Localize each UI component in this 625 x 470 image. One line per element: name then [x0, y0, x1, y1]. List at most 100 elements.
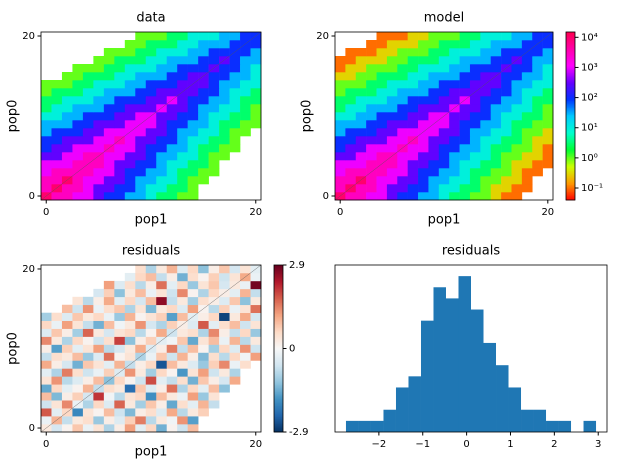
- heatmap-cell: [438, 144, 450, 153]
- colorbar-segment: [566, 188, 575, 191]
- heatmap-cell: [490, 40, 502, 49]
- heatmap-cell: [156, 416, 168, 425]
- heatmap-cell: [542, 80, 554, 89]
- heatmap-cell: [135, 184, 147, 193]
- heatmap-cell: [135, 272, 147, 282]
- colorbar-segment: [566, 83, 575, 86]
- heatmap-cell: [51, 152, 63, 161]
- heatmap-cell: [61, 304, 73, 314]
- heatmap-cell: [41, 328, 52, 337]
- heatmap-cell: [469, 104, 481, 113]
- heatmap-cell: [187, 368, 199, 377]
- heatmap-cell: [511, 136, 523, 145]
- heatmap-cell: [345, 192, 357, 201]
- heatmap-cell: [449, 144, 460, 153]
- heatmap-cell: [177, 272, 188, 282]
- colorbar-segment: [274, 337, 283, 340]
- heatmap-cell: [521, 152, 533, 161]
- heatmap-cell: [114, 120, 126, 129]
- heatmap-cell: [208, 368, 220, 377]
- histogram-bar: [533, 409, 547, 432]
- heatmap-cell: [490, 56, 502, 65]
- heatmap-cell: [229, 328, 241, 337]
- heatmap-cell: [72, 184, 84, 193]
- heatmap-cell: [469, 64, 481, 73]
- heatmap-cell: [335, 152, 346, 161]
- heatmap-cell: [156, 48, 168, 57]
- heatmap-cell: [208, 120, 220, 129]
- heatmap-cell: [198, 400, 209, 409]
- heatmap-cell: [438, 48, 450, 57]
- heatmap-cell: [41, 360, 52, 369]
- heatmap-cell: [428, 72, 440, 81]
- heatmap-cell: [501, 40, 512, 49]
- colorbar-segment: [274, 341, 283, 344]
- heatmap-cell: [198, 376, 209, 385]
- heatmap-cell: [459, 72, 471, 81]
- colorbar-tick-label: 10³: [581, 62, 598, 73]
- heatmap-cell: [177, 32, 188, 41]
- heatmap-cell: [177, 136, 188, 145]
- heatmap-cell: [219, 112, 230, 121]
- heatmap-cell: [103, 96, 115, 105]
- heatmap-cell: [250, 328, 262, 337]
- heatmap-cell: [521, 168, 533, 177]
- heatmap-cell: [187, 360, 199, 369]
- heatmap-cell: [229, 368, 241, 377]
- diagonal: [40, 31, 262, 201]
- heatmap-cell: [145, 80, 157, 89]
- heatmap-cell: [145, 128, 157, 137]
- heatmap-cell: [82, 128, 94, 137]
- heatmap-cell: [335, 80, 346, 89]
- heatmap-cell: [198, 144, 209, 153]
- heatmap-cell: [459, 152, 471, 161]
- histogram-bar: [345, 420, 359, 432]
- colorbar-segment: [274, 393, 283, 395]
- axes-frame: [334, 31, 554, 201]
- heatmap-cell: [177, 88, 188, 97]
- heatmap-cell: [93, 360, 105, 369]
- heatmap-cell: [376, 120, 388, 129]
- heatmap-cell: [41, 400, 52, 409]
- heatmap-cell: [438, 152, 450, 161]
- heatmap-cell: [208, 144, 220, 153]
- heatmap-cell: [386, 120, 398, 129]
- heatmap-cell: [166, 320, 178, 329]
- heatmap-cell: [511, 64, 523, 73]
- heatmap-cell: [219, 152, 230, 161]
- histogram-bar: [370, 420, 384, 432]
- heatmap-cell: [103, 408, 115, 417]
- colorbar-segment: [566, 169, 575, 171]
- heatmap-cell: [542, 72, 554, 81]
- heatmap-cell: [124, 272, 136, 282]
- heatmap-cell: [219, 144, 230, 153]
- colorbar-segment: [274, 379, 283, 381]
- heatmap-cell: [187, 312, 199, 321]
- heatmap-cell: [103, 128, 115, 137]
- heatmap-cell: [72, 312, 84, 321]
- heatmap-cell: [145, 288, 157, 298]
- colorbar-segment: [274, 387, 283, 390]
- heatmap-cell: [177, 184, 188, 193]
- heatmap-cell: [82, 408, 94, 417]
- colorbar-segment: [274, 313, 283, 316]
- colorbar-segment: [566, 82, 575, 85]
- heatmap-cell: [135, 160, 147, 169]
- colorbar-segment: [274, 423, 283, 426]
- heatmap-cell: [51, 408, 63, 417]
- histogram-bar: [583, 420, 597, 432]
- heatmap-cell: [459, 136, 471, 145]
- heatmap-cell: [438, 104, 450, 113]
- heatmap-cell: [124, 288, 136, 298]
- colorbar-segment: [274, 426, 283, 429]
- colorbar-segment: [274, 319, 283, 322]
- heatmap-cell: [135, 152, 147, 161]
- colorbar-segment: [566, 93, 575, 96]
- heatmap-cell: [469, 56, 481, 65]
- heatmap-cell: [145, 400, 157, 409]
- heatmap-cell: [187, 400, 199, 409]
- colorbar-segment: [274, 298, 283, 301]
- heatmap-cell: [438, 40, 450, 49]
- heatmap-cell: [511, 40, 523, 49]
- heatmap-cell: [532, 80, 543, 89]
